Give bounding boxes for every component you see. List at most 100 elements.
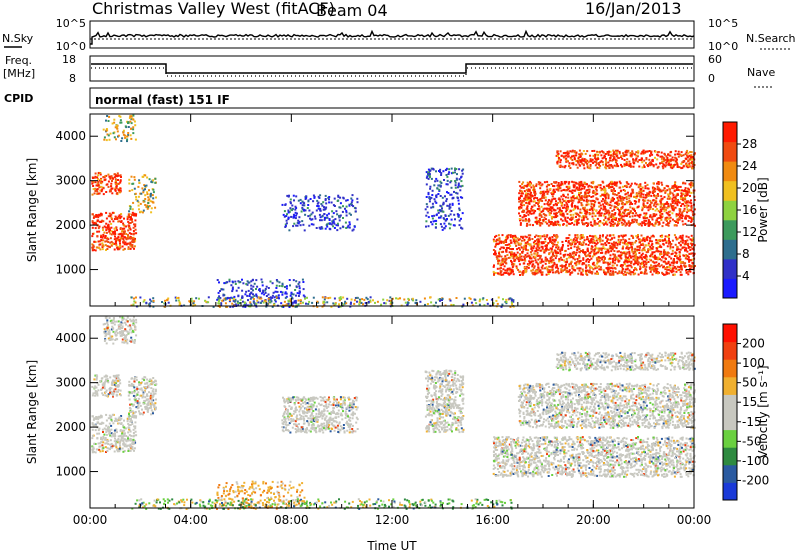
scatter-cell bbox=[494, 245, 497, 248]
scatter-cell bbox=[655, 213, 658, 216]
scatter-cell bbox=[592, 182, 595, 185]
scatter-cell bbox=[588, 269, 591, 272]
scatter-cell bbox=[502, 298, 504, 301]
scatter-cell bbox=[520, 255, 523, 258]
scatter-cell bbox=[680, 213, 682, 216]
scatter-cell bbox=[588, 184, 591, 187]
scatter-cell bbox=[497, 259, 499, 262]
scatter-cell bbox=[636, 257, 639, 260]
scatter-cell bbox=[590, 205, 593, 208]
scatter-cell bbox=[516, 240, 519, 243]
scatter-cell bbox=[518, 260, 521, 263]
scatter-cell bbox=[250, 287, 253, 290]
scatter-cell bbox=[580, 273, 583, 276]
scatter-cell bbox=[675, 186, 678, 188]
scatter-cell bbox=[509, 305, 512, 308]
scatter-cell bbox=[94, 172, 97, 175]
scatter-cell bbox=[572, 181, 575, 184]
scatter-cell bbox=[224, 297, 227, 300]
scatter-cell bbox=[108, 227, 111, 230]
scatter-cell bbox=[448, 222, 450, 225]
scatter-cell bbox=[108, 190, 111, 193]
scatter-cell bbox=[553, 254, 556, 257]
scatter-cell bbox=[619, 186, 622, 189]
scatter-cell bbox=[94, 187, 97, 190]
scatter-cell bbox=[120, 215, 123, 218]
scatter-cell bbox=[591, 224, 594, 227]
scatter-cell bbox=[570, 262, 572, 265]
scatter-cell bbox=[612, 270, 615, 273]
scatter-cell bbox=[540, 241, 543, 244]
scatter-cell bbox=[284, 224, 287, 227]
scatter-cell bbox=[220, 304, 223, 307]
scatter-cell bbox=[638, 241, 641, 244]
scatter-cell bbox=[127, 237, 129, 240]
scatter-cell bbox=[627, 183, 630, 186]
scatter-cell bbox=[636, 206, 639, 209]
scatter-cell bbox=[574, 206, 577, 209]
scatter-cell bbox=[299, 198, 302, 201]
scatter-cell bbox=[575, 239, 578, 242]
scatter-cell bbox=[660, 155, 663, 158]
scatter-cell bbox=[602, 243, 605, 246]
scatter-cell bbox=[655, 197, 658, 200]
scatter-cell bbox=[585, 270, 588, 273]
scatter-cell bbox=[576, 267, 579, 270]
scatter-cell bbox=[513, 260, 516, 263]
scatter-cell bbox=[346, 199, 349, 202]
scatter-cell bbox=[691, 160, 694, 163]
scatter-cell bbox=[548, 271, 551, 274]
scatter-cell bbox=[115, 124, 118, 127]
scatter-cell bbox=[303, 204, 306, 207]
scatter-cell bbox=[598, 268, 601, 271]
scatter-cell bbox=[547, 242, 550, 245]
scatter-cell bbox=[93, 248, 95, 251]
scatter-cell bbox=[125, 225, 128, 228]
scatter-cell bbox=[548, 265, 551, 268]
scatter-cell bbox=[123, 227, 126, 230]
scatter-cell bbox=[504, 262, 507, 265]
scatter-cell bbox=[288, 279, 291, 281]
scatter-cell bbox=[548, 262, 551, 264]
scatter-cell bbox=[150, 192, 152, 195]
scatter-cell bbox=[548, 221, 551, 224]
scatter-cell bbox=[252, 293, 254, 296]
scatter-cell bbox=[627, 220, 630, 223]
scatter-cell bbox=[667, 217, 670, 220]
scatter-cell bbox=[145, 184, 148, 187]
scatter-cell bbox=[316, 199, 319, 202]
scatter-cell bbox=[557, 186, 560, 189]
scatter-cell bbox=[407, 297, 410, 300]
scatter-cell bbox=[144, 188, 146, 191]
scatter-cell bbox=[539, 224, 542, 227]
scatter-cell bbox=[458, 209, 461, 212]
scatter-cell bbox=[593, 248, 596, 251]
scatter-cell bbox=[108, 115, 111, 118]
scatter-cell bbox=[97, 216, 100, 219]
scatter-cell bbox=[638, 246, 641, 249]
scatter-cell bbox=[668, 272, 670, 275]
scatter-cell bbox=[439, 299, 441, 302]
scatter-cell bbox=[683, 204, 686, 207]
scatter-cell bbox=[622, 185, 624, 188]
scatter-cell bbox=[688, 162, 691, 165]
scatter-cell bbox=[578, 267, 581, 270]
scatter-cell bbox=[593, 203, 596, 206]
scatter-cell bbox=[255, 295, 258, 298]
scatter-cell bbox=[650, 216, 653, 219]
scatter-cell bbox=[539, 269, 542, 272]
scatter-cell bbox=[132, 241, 134, 244]
scatter-cell bbox=[533, 243, 536, 245]
noise-tick-top-left: 10^5 bbox=[56, 17, 86, 30]
scatter-cell bbox=[525, 244, 528, 247]
scatter-cell bbox=[105, 240, 108, 243]
scatter-cell bbox=[601, 235, 604, 238]
scatter-cell bbox=[602, 189, 605, 192]
scatter-cell bbox=[615, 241, 618, 244]
scatter-cell bbox=[384, 302, 387, 305]
scatter-cell bbox=[582, 236, 585, 239]
scatter-cell bbox=[627, 241, 630, 244]
scatter-cell bbox=[517, 268, 520, 271]
scatter-cell bbox=[673, 189, 676, 192]
scatter-cell bbox=[684, 222, 687, 225]
